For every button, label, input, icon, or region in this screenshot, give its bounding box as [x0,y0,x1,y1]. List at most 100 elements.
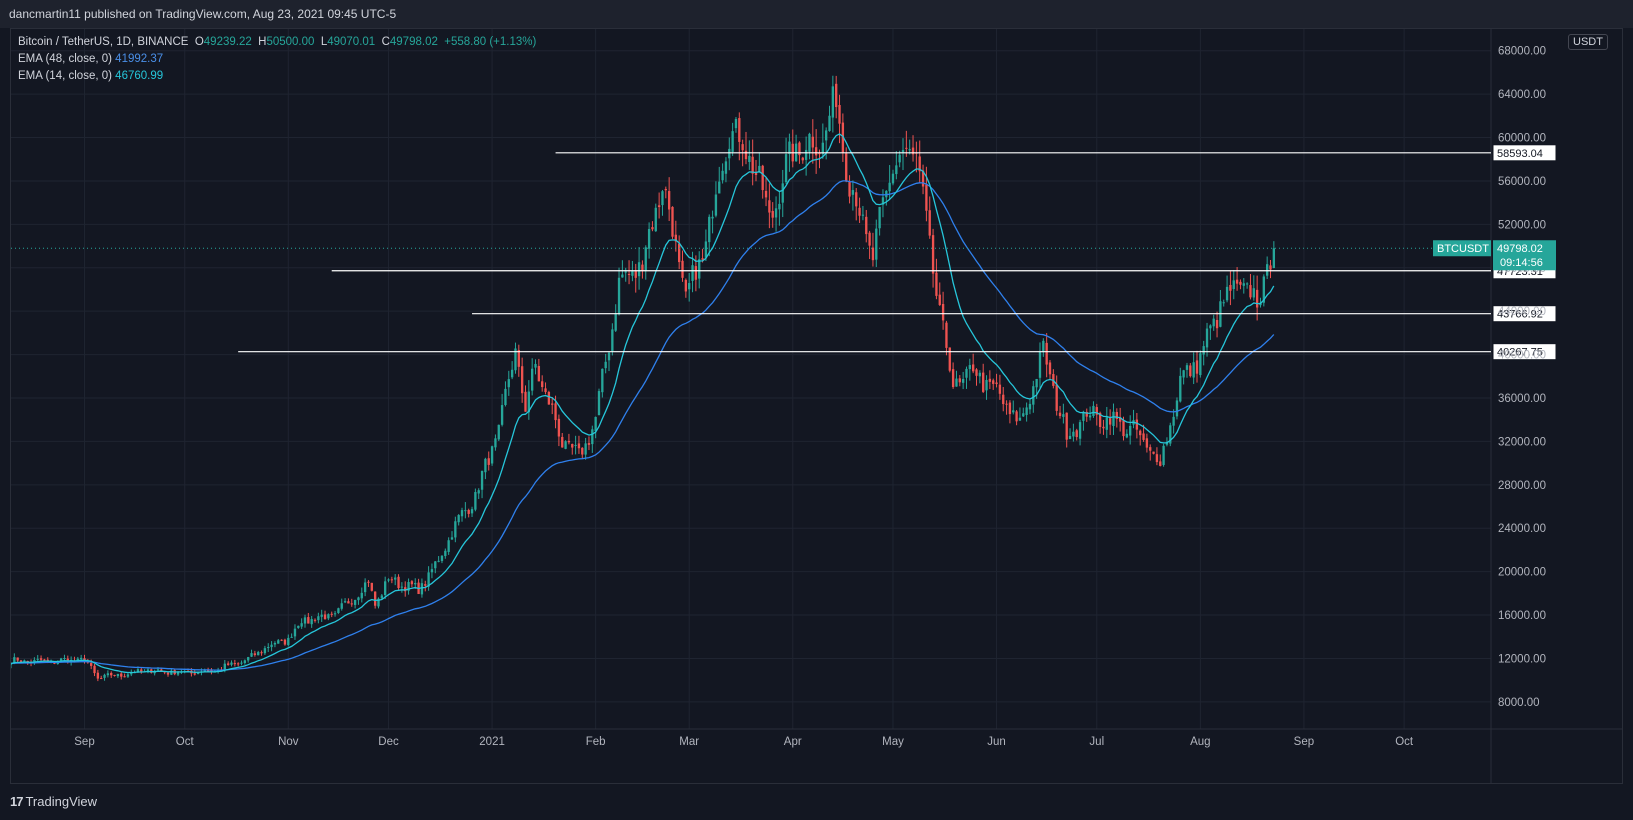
candle [1002,387,1005,412]
candle [337,607,340,614]
candle-body [835,83,838,108]
candle-body [103,674,106,678]
candle-body [751,156,754,174]
candle [1102,419,1105,435]
candle [11,662,13,669]
candle-body [674,234,677,242]
candle-body [1085,411,1088,417]
legend-ema48-row[interactable]: EMA (48, close, 0) 41992.37 [18,51,536,68]
candle [1012,400,1015,415]
candle [400,582,404,593]
candle [982,363,985,394]
candle [1015,409,1018,426]
candle-body [487,458,490,465]
candle [955,370,958,387]
candle-body [1105,417,1108,430]
candle [360,587,363,603]
candle-body [848,181,851,197]
candle-body [96,672,100,679]
candle-body [156,669,160,671]
price-chart[interactable]: 58593.0447723.3143766.9240267.758000.001… [11,29,1622,783]
candle-body [1122,420,1125,437]
candle-body [100,678,103,680]
candle-body [484,458,487,473]
candle [100,675,103,680]
candle-body [270,644,273,648]
candle [604,353,607,374]
symbol-title[interactable]: Bitcoin / TetherUS, 1D, BINANCE [18,36,189,48]
legend-ema14-row[interactable]: EMA (14, close, 0) 46760.99 [18,68,536,85]
candle [267,643,270,652]
candle-body [1225,286,1229,301]
candle-body [327,614,330,619]
ema14-line [11,133,1275,674]
candle [1018,407,1022,421]
candle-body [1112,411,1115,427]
candle [998,374,1002,400]
candle [992,378,995,390]
candle-body [1179,375,1182,402]
candle-body [1252,288,1255,298]
high-value: 50500.00 [266,36,315,48]
open-value: 49239.22 [203,36,252,48]
candle [103,673,106,681]
candle [714,181,718,218]
candle-body [1012,410,1015,413]
candle-body [788,141,791,154]
candle-body [90,662,93,666]
candle [1229,270,1232,306]
candle-body [891,173,895,184]
candle-body [1212,318,1215,327]
candle-body [557,418,561,437]
candle [257,650,260,656]
candle [671,206,674,239]
candle-body [23,660,26,662]
candle-body [130,672,133,675]
legend: Bitcoin / TetherUS, 1D, BINANCE O49239.2… [18,34,536,85]
candle [1028,399,1032,415]
candle-body [1005,403,1008,405]
chart-area[interactable]: 58593.04 47723.31 43766.92 40267.75 8000.00 1… [10,28,1623,784]
candle-body [146,669,150,671]
candle [497,424,500,441]
candle-body [888,182,891,192]
candle-body [684,279,688,292]
candle-body [494,438,497,448]
candle [968,358,971,381]
candle-body [571,443,574,448]
candle-body [611,329,614,351]
legend-symbol-row: Bitcoin / TetherUS, 1D, BINANCE O49239.2… [18,34,536,51]
candle-body [514,348,517,371]
candle [490,445,494,466]
candle-body [434,561,437,569]
candle [350,598,353,607]
candle [474,488,477,512]
candle-body [176,671,180,675]
tradingview-brand[interactable]: 17 TradingView [10,794,97,809]
currency-button[interactable]: USDT [1568,34,1608,50]
candle [1149,444,1152,461]
candle-body [551,403,554,405]
candle [928,196,931,239]
candle-body [955,378,958,387]
candle-body [59,658,63,662]
candle [454,516,457,543]
candle [427,566,430,591]
candle [698,251,701,289]
candle-body [998,384,1002,394]
candle [985,375,988,400]
candle-body [567,440,571,443]
candle-body [203,670,206,672]
candle-body [1242,283,1245,286]
candle-body [898,154,901,163]
candle-body [1189,365,1192,377]
candle [1055,375,1058,416]
candle-body [768,200,771,213]
candle-body [1095,407,1098,415]
candle-body [263,648,267,654]
candle [1112,403,1115,435]
candle-body [975,369,978,376]
candle-body [961,379,965,383]
candle-body [193,673,196,675]
candle-body [992,380,995,384]
